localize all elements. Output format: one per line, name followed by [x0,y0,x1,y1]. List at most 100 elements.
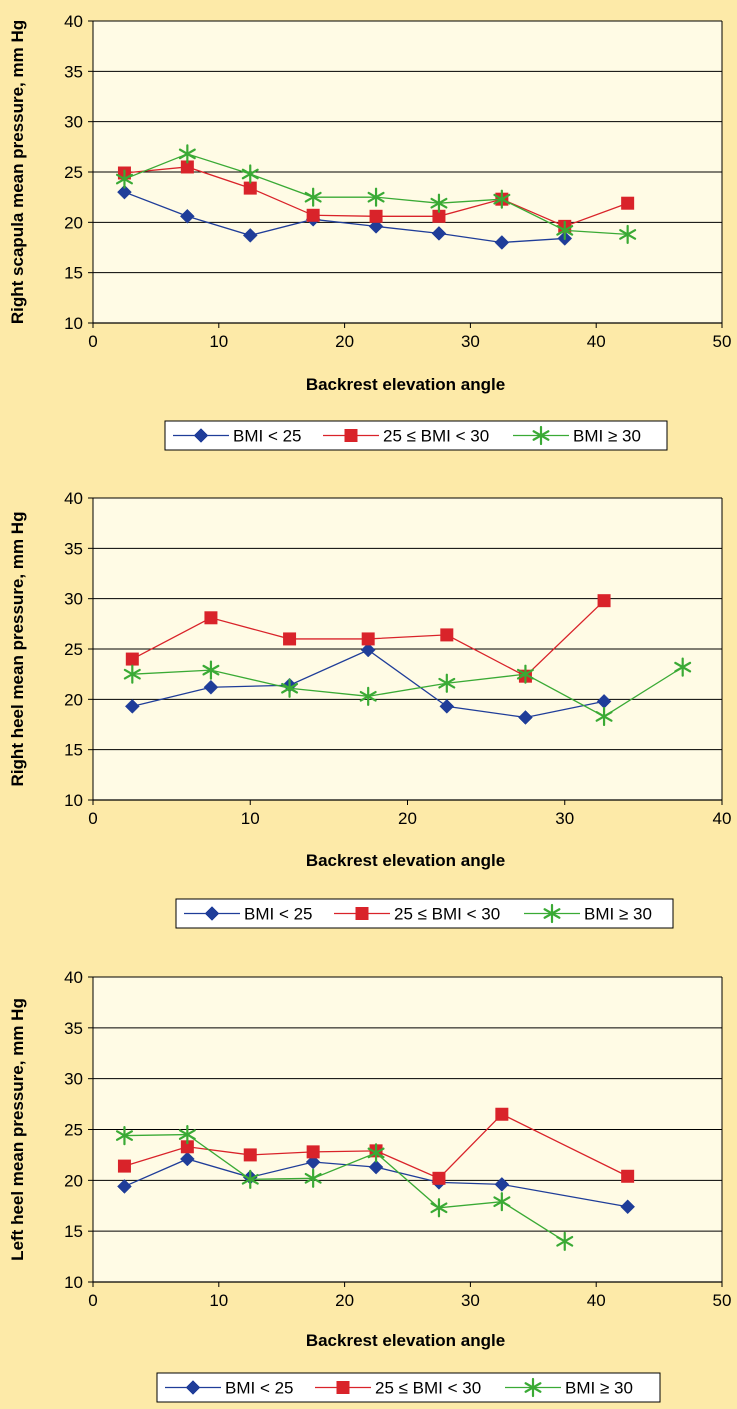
star-arm [438,677,448,685]
data-point [516,664,534,684]
star-arm [619,229,629,236]
star-arm [374,1147,385,1154]
data-point [304,1168,322,1188]
data-point [621,1169,635,1183]
legend-box [164,420,668,451]
star-arm [437,1206,448,1214]
data-point [368,219,384,234]
data-point [432,209,446,223]
data-point [204,611,218,625]
legend-label: BMI < 25 [233,427,302,446]
star-arm [249,168,259,176]
data-point [493,1192,511,1212]
data-point [281,678,299,698]
y-tick-label: 20 [64,690,83,709]
star-arm [115,173,126,181]
data-point [202,660,220,680]
star-arm [556,229,566,236]
star-arm [123,1134,133,1141]
star-arm [674,661,684,669]
star-arm [524,1386,535,1393]
star-arm [123,173,133,181]
data-point [117,1179,132,1194]
legend-label: BMI ≥ 30 [584,905,652,924]
legend-label: BMI ≥ 30 [573,427,641,446]
data-point [242,228,258,243]
y-tick-label: 30 [64,590,83,609]
data-point [430,193,448,213]
star-arm [288,687,299,694]
star-arm [304,191,315,199]
data-point [360,642,376,658]
star-arm [532,430,543,437]
star-arm [500,198,511,205]
legend-item: BMI < 25 [165,1379,294,1398]
star-arm [241,1173,252,1181]
data-point [117,1159,131,1173]
y-tick-label: 20 [64,1171,83,1190]
y-tick-label: 20 [64,213,83,232]
y-tick-label: 40 [64,489,83,508]
star-arm [186,1133,196,1140]
star-arm [524,1382,535,1389]
star-arm [367,191,378,199]
star-arm [516,668,527,676]
x-tick-label: 40 [587,1291,606,1310]
legend: BMI < 25 25 ≤ BMI < 30 BMI ≥ 30 [164,420,668,451]
data-point [621,196,635,210]
y-tick-label: 10 [64,314,83,333]
star-arm [374,196,385,203]
data-point [241,164,259,184]
star-arm [178,152,189,160]
star-arm [493,1196,503,1203]
data-point [439,699,455,714]
data-point [619,224,637,245]
series-line-3 [132,666,684,718]
star-arm [312,1172,322,1180]
y-axis-title: Right heel mean pressure, mm Hg [8,512,27,787]
y-tick-label: 15 [64,741,83,760]
data-point [359,686,377,706]
star-arm [304,1177,315,1184]
data-point [494,235,510,250]
star-arm [249,1178,259,1185]
y-tick-label: 35 [64,539,83,558]
star-arm [367,695,377,702]
star-arm [367,690,377,698]
star-arm [493,198,503,205]
star-icon [532,425,550,446]
star-arm [531,1382,542,1389]
x-tick-label: 10 [209,1291,228,1310]
star-arm [626,229,637,236]
star-arm [367,1151,378,1159]
star-arm [115,177,126,185]
star-arm [115,1130,126,1137]
data-point [180,1140,194,1154]
star-arm [539,434,550,441]
y-tick-label: 35 [64,62,83,81]
star-arm [539,430,550,437]
data-point [243,1148,257,1162]
star-arm [500,193,511,201]
data-point [556,220,574,240]
star-arm [202,669,213,676]
y-tick-label: 40 [64,12,83,31]
y-tick-label: 35 [64,1019,83,1038]
data-point [241,1169,259,1189]
star-arm [556,1235,566,1243]
series-line-3 [124,1133,566,1242]
legend-item: BMI ≥ 30 [505,1377,633,1398]
data-point [304,187,322,207]
data-point [203,679,219,695]
series-line-1 [124,191,565,244]
data-point [620,1199,636,1215]
star-icon [543,903,561,924]
star-arm [312,1177,322,1184]
star-arm [681,661,692,669]
legend-item: 25 ≤ BMI < 30 [334,905,500,924]
x-tick-label: 40 [713,809,732,828]
star-arm [186,152,196,160]
star-arm [359,695,370,702]
x-tick-label: 10 [209,332,228,351]
